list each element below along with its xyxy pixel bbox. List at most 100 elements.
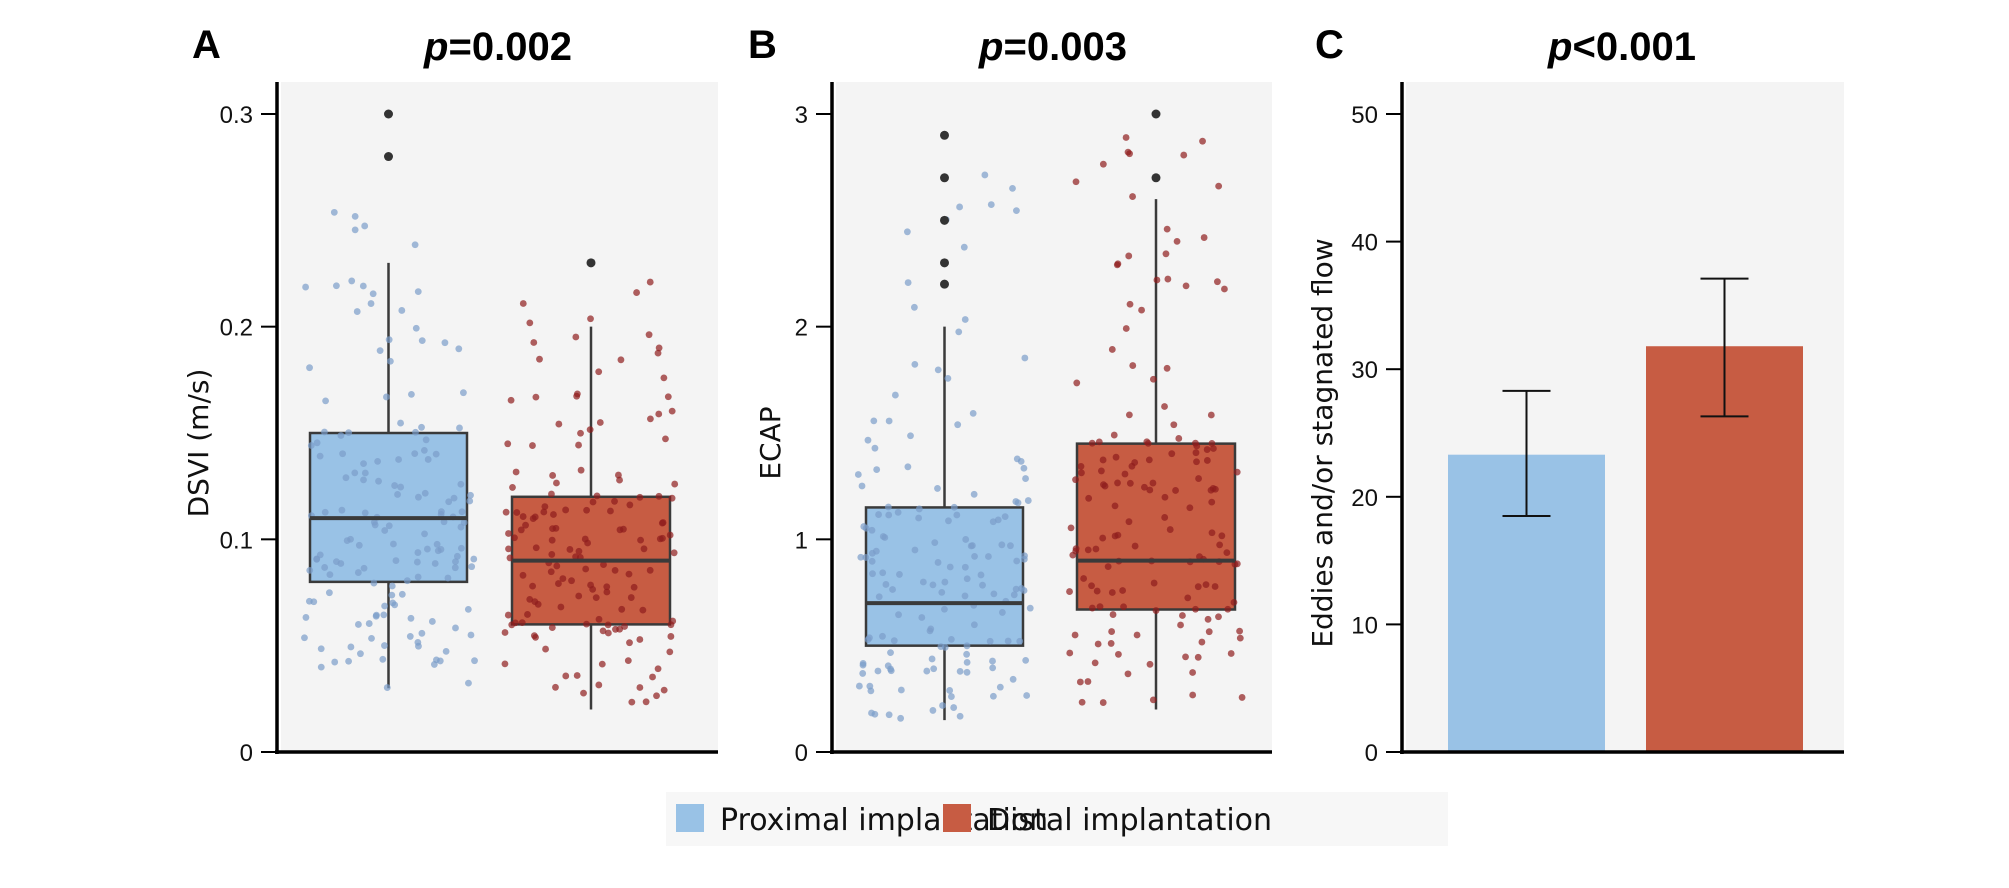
data-point [573,390,581,398]
data-point [508,621,516,629]
data-point [961,563,969,571]
data-point [1122,134,1130,141]
data-point [414,288,422,296]
data-point [625,570,633,578]
data-point [540,508,548,516]
data-point [1114,479,1121,487]
outlier-point [940,173,949,183]
y-tick-label: 0.2 [220,315,253,342]
data-point [391,482,399,489]
data-point [575,441,582,449]
data-point [1009,184,1016,192]
data-point [342,474,350,482]
data-point [946,563,954,571]
data-point [1007,542,1014,550]
bar-group-distal [1646,277,1803,752]
data-point [642,698,650,706]
y-tick-label: 0 [240,740,253,767]
data-point [345,429,353,437]
data-point [961,316,969,323]
data-point [956,667,964,675]
data-point [322,397,329,405]
data-point [418,629,426,637]
data-point [470,555,478,563]
data-point [330,208,338,216]
data-point [442,648,450,655]
data-point [1143,438,1151,446]
data-point [389,599,397,607]
data-point [375,477,382,485]
data-point [636,684,644,691]
data-point [353,308,361,315]
data-point [354,569,362,576]
data-point [1149,696,1157,704]
box-proximal [864,506,1025,647]
data-point [390,540,397,548]
data-point [541,503,549,510]
data-point [1194,583,1202,591]
data-point [1205,628,1213,636]
data-point [1131,542,1139,550]
data-point [345,657,352,665]
data-point [351,212,359,220]
panel-letter: B [748,23,777,67]
data-point [660,686,668,694]
data-point [1172,487,1179,494]
data-point [501,660,509,668]
y-tick-label: 30 [1351,357,1378,384]
data-point [398,307,406,314]
data-point [385,522,393,530]
data-point [859,670,867,677]
data-point [1193,458,1200,466]
data-point [575,547,583,555]
data-point [1023,692,1031,699]
y-tick-label: 1 [795,527,808,554]
data-point [1236,627,1244,635]
data-point [566,546,574,553]
data-point [875,593,883,601]
data-point [640,545,648,553]
data-point [1088,604,1096,612]
data-point [586,426,594,434]
panel-letter: A [192,23,221,67]
data-point [945,517,952,525]
data-point [633,289,640,296]
y-tick-label: 3 [795,102,808,129]
data-point [668,407,676,415]
data-point [971,552,978,560]
data-point [870,417,878,425]
data-point [885,711,893,719]
data-point [879,632,886,640]
data-point [1164,275,1172,283]
data-point [1192,605,1199,613]
data-point [979,581,986,589]
data-point [618,605,626,613]
data-point [587,315,594,323]
data-point [938,588,946,596]
data-point [519,513,527,520]
data-point [1107,640,1115,647]
data-point [884,662,892,670]
data-point [367,300,375,307]
data-point [953,511,961,519]
data-point [338,506,346,514]
data-point [411,450,419,458]
data-point [504,611,512,619]
data-point [555,420,563,428]
data-point [1129,193,1136,200]
data-point [636,636,644,643]
data-point [325,589,333,597]
data-point [360,564,368,572]
data-point [1141,483,1148,491]
data-point [333,558,340,566]
data-point [872,547,880,555]
data-point [1138,306,1145,314]
data-point [460,519,468,526]
data-point [939,702,946,709]
data-point [451,564,459,572]
data-point [1186,504,1194,512]
data-point [1198,638,1206,646]
y-tick-label: 40 [1351,230,1378,257]
